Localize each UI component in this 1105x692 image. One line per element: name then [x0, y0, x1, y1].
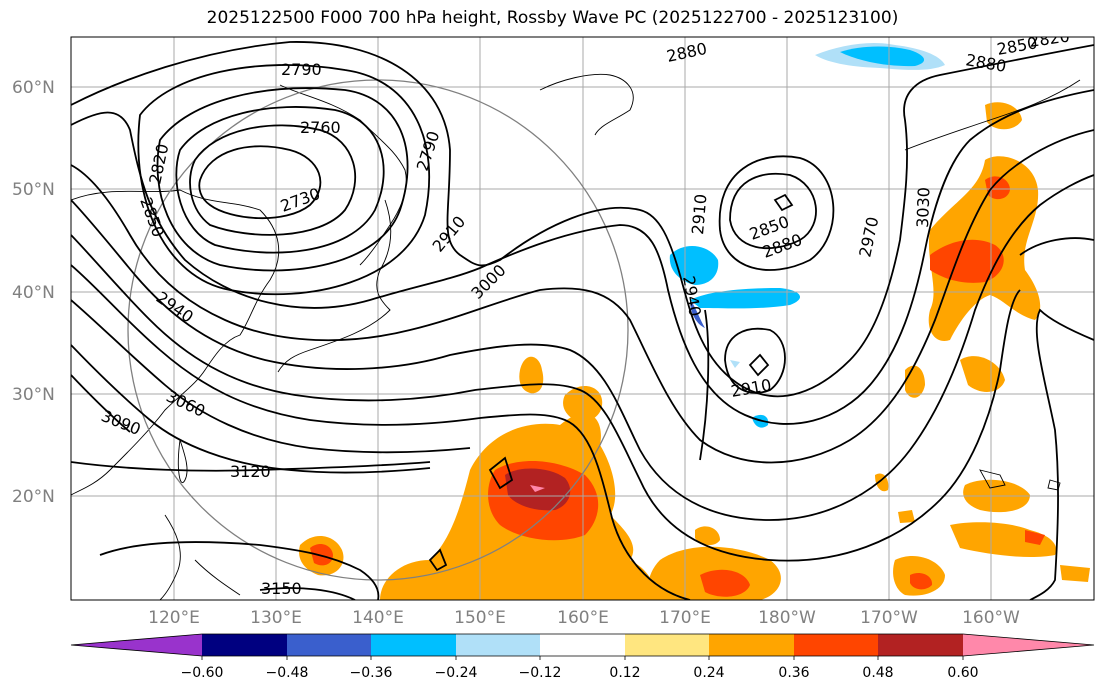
map-title: 2025122500 F000 700 hPa height, Rossby W…: [206, 8, 899, 28]
colorbar-segment: [794, 634, 878, 656]
lon-label: 170°E: [659, 608, 711, 628]
contour-label: 3150: [261, 579, 302, 598]
contour-label: 3030: [913, 187, 933, 228]
lon-label: 160°E: [557, 608, 609, 628]
colorbar-tick-label: 0.60: [947, 665, 978, 681]
colorbar: −0.60 −0.48 −0.36 −0.24 −0.12 0.12 0.24 …: [70, 633, 1095, 681]
longitude-labels: 120°E 130°E 140°E 150°E 160°E 170°E 180°…: [148, 608, 1020, 628]
latitude-labels: 60°N 50°N 40°N 30°N 20°N: [12, 78, 55, 507]
lat-label: 40°N: [12, 283, 55, 303]
colorbar-segment: [202, 634, 287, 656]
colorbar-tick-label: −0.60: [181, 665, 224, 681]
map-frame: [70, 36, 1095, 601]
lon-label: 120°E: [148, 608, 200, 628]
colorbar-segment: [456, 634, 540, 656]
colorbar-tick-label: −0.36: [350, 665, 393, 681]
colorbar-tick-label: −0.24: [435, 665, 478, 681]
colorbar-ticks: [201, 656, 964, 660]
colorbar-tick-label: 0.48: [862, 665, 893, 681]
colorbar-segment: [625, 634, 709, 656]
negative-anomaly-shading: [669, 43, 945, 428]
contour-label: 2910: [688, 193, 710, 235]
colorbar-segment: [963, 634, 1094, 656]
colorbar-tick-label: 0.36: [778, 665, 809, 681]
lon-label: 140°E: [352, 608, 404, 628]
lon-label: 150°E: [454, 608, 506, 628]
colorbar-segment: [878, 634, 963, 656]
coastlines: [71, 73, 1081, 600]
lat-label: 20°N: [12, 487, 55, 507]
colorbar-segment: [371, 634, 456, 656]
colorbar-segment: [540, 634, 625, 656]
contour-label: 2760: [300, 118, 341, 137]
positive-anomaly-shading: [299, 102, 1090, 600]
lon-label: 130°E: [250, 608, 302, 628]
colorbar-segment: [709, 634, 794, 656]
height-contours: [71, 41, 1094, 600]
colorbar-tick-label: 0.12: [609, 665, 640, 681]
contour-label: 2850: [995, 33, 1038, 59]
lon-label: 170°W: [860, 608, 918, 628]
colorbar-segment: [287, 634, 371, 656]
lon-label: 160°W: [962, 608, 1020, 628]
colorbar-tick-label: −0.48: [266, 665, 309, 681]
contour-label: 3120: [230, 462, 271, 481]
colorbar-tick-label: 0.24: [693, 665, 724, 681]
colorbar-tick-label: −0.12: [519, 665, 562, 681]
lon-label: 180°W: [758, 608, 816, 628]
graticule: [71, 37, 1094, 600]
lat-label: 30°N: [12, 385, 55, 405]
lat-label: 50°N: [12, 180, 55, 200]
colorbar-segment: [71, 634, 202, 656]
lat-label: 60°N: [12, 78, 55, 98]
contour-label: 2790: [281, 60, 322, 79]
